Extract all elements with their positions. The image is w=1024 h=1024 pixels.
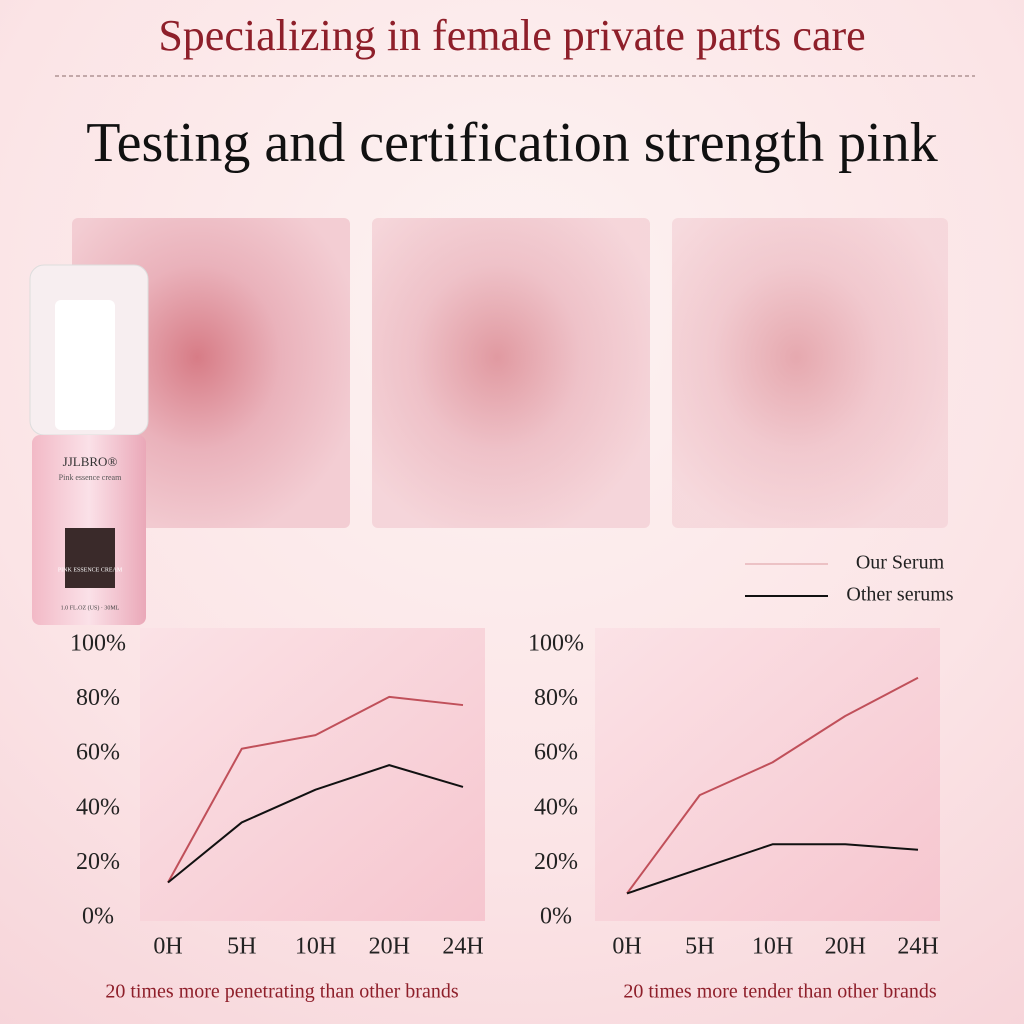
data-line — [167, 695, 464, 883]
x-tick-label: 10H — [752, 934, 793, 960]
y-tick-label: 40% — [534, 794, 578, 820]
label-panel — [65, 528, 115, 588]
caption: 20 times more penetrating than other bra… — [105, 981, 458, 1003]
photo-after — [672, 218, 948, 528]
plot-area — [140, 628, 485, 921]
product-volume: 1.0 FL.OZ (US) · 30ML — [61, 604, 120, 611]
x-tick-label: 20H — [369, 934, 410, 960]
x-tick-label: 5H — [685, 934, 714, 960]
x-tick-label: 24H — [897, 934, 938, 960]
product-name: PINK ESSENCE CREAM — [58, 567, 123, 573]
x-tick-label: 5H — [227, 934, 256, 960]
y-tick-label: 20% — [76, 849, 120, 875]
x-tick-label: 20H — [825, 934, 866, 960]
y-tick-label: 80% — [534, 685, 578, 711]
brand: JJLBRO® — [63, 454, 118, 469]
tagline: Specializing in female private parts car… — [158, 11, 865, 60]
y-tick-label: 100% — [70, 631, 126, 657]
legend-label: Our Serum — [856, 552, 945, 574]
y-tick-label: 20% — [534, 849, 578, 875]
x-tick-label: 24H — [442, 934, 483, 960]
y-tick-label: 80% — [76, 685, 120, 711]
y-tick-label: 0% — [540, 904, 572, 930]
data-line — [167, 764, 464, 884]
y-tick-label: 60% — [534, 740, 578, 766]
y-tick-label: 40% — [76, 794, 120, 820]
data-line — [626, 676, 919, 895]
y-tick-label: 60% — [76, 740, 120, 766]
product-bottle: JJLBRO® Pink essence cream PINK ESSENCE … — [29, 264, 149, 625]
x-tick-label: 0H — [612, 934, 641, 960]
y-tick-label: 100% — [528, 631, 584, 657]
x-tick-label: 10H — [295, 934, 336, 960]
data-line — [626, 843, 919, 895]
product-subtitle: Pink essence cream — [59, 473, 122, 482]
photo-middle — [372, 218, 650, 528]
bottle-pump — [55, 300, 115, 430]
caption: 20 times more tender than other brands — [623, 981, 936, 1003]
y-tick-label: 0% — [82, 904, 114, 930]
x-tick-label: 0H — [153, 934, 182, 960]
headline: Testing and certification strength pink — [86, 112, 937, 174]
legend-label: Other serums — [846, 584, 953, 606]
plot-area — [595, 628, 940, 921]
